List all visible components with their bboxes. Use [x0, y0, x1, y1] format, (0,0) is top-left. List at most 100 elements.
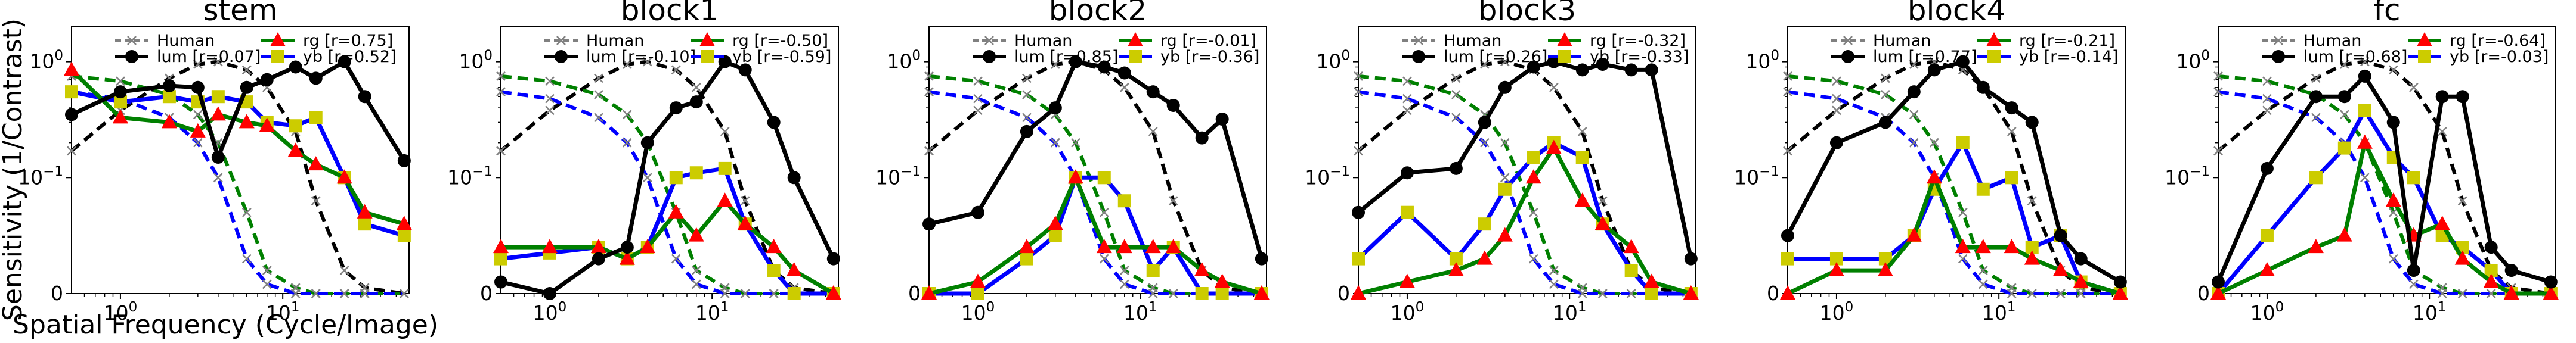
human-lum-point: [1597, 196, 1608, 206]
human-lum-point: [2311, 73, 2321, 83]
yb-data-point: [1781, 252, 1794, 266]
human-yb-line: [1358, 90, 1691, 295]
human-yb-point: [213, 173, 223, 183]
human-yb-point: [2262, 93, 2272, 104]
rg-data-point: [336, 169, 352, 184]
rg-data-point: [541, 239, 558, 254]
y-tick-label: 100: [29, 48, 63, 73]
rg-data-point: [1525, 169, 1541, 184]
human-lum-point: [924, 146, 934, 156]
human-yb-point: [1978, 279, 1988, 289]
legend-human-marker: [556, 36, 566, 45]
legend-rg-marker: [699, 32, 715, 46]
rg-data-point: [1476, 250, 1493, 265]
legend-yb-marker: [1129, 50, 1142, 63]
human-yb-point: [311, 289, 321, 298]
rg-data-point: [1623, 239, 1639, 254]
legend-rg-marker: [1557, 32, 1572, 46]
lum-data-point: [1547, 55, 1561, 68]
yb-data-point: [1146, 264, 1160, 277]
lum-data-point: [358, 90, 371, 104]
human-yb-point: [360, 289, 370, 298]
lum-data-point: [162, 79, 176, 93]
y-tick-label: 10−1: [1305, 164, 1350, 189]
human-lum-point: [1354, 146, 1363, 156]
rg-data-point: [112, 109, 128, 124]
lum-data-point: [738, 63, 752, 77]
human-lum-point: [740, 196, 750, 206]
legend-lum-marker: [555, 50, 568, 63]
y-tick-label: 0: [480, 282, 493, 305]
rg-data-point: [2454, 250, 2470, 265]
human-rg-point: [1070, 138, 1080, 148]
lum-data-point: [2005, 101, 2018, 115]
lum-data-point: [211, 151, 225, 164]
rg-data-point: [190, 123, 206, 138]
human-rg-point: [2262, 76, 2272, 86]
rg-data-point: [2385, 192, 2401, 207]
rg-data-point: [210, 106, 226, 121]
human-yb-point: [1168, 289, 1178, 298]
yb-data-point: [211, 90, 225, 104]
human-lum-point: [1479, 60, 1490, 69]
rg-data-point: [357, 204, 373, 219]
rg-data-point: [2543, 285, 2559, 300]
yb-data-point: [1645, 287, 1658, 300]
human-yb-point: [2213, 87, 2223, 97]
human-yb-point: [2311, 113, 2321, 123]
human-lum-point: [1148, 126, 1158, 136]
yb-data-point: [1048, 229, 1062, 242]
legend-yb-marker: [1558, 50, 1571, 63]
lum-data-point: [397, 154, 411, 167]
human-yb-point: [2437, 289, 2447, 298]
lum-data-point: [826, 252, 840, 266]
human-lum-point: [1022, 73, 1032, 83]
human-yb-point: [1148, 289, 1158, 298]
legend-human-label: Human: [1444, 32, 1501, 50]
human-lum-point: [973, 105, 983, 116]
rg-data-point: [259, 117, 275, 132]
legend-yb-marker: [701, 50, 714, 63]
human-yb-point: [1577, 289, 1587, 298]
legend-human-label: Human: [1873, 32, 1931, 50]
human-lum-point: [671, 65, 681, 75]
legend-lum-label: lum [r=0.85]: [1014, 48, 1118, 66]
rg-data-point: [2503, 285, 2519, 300]
lum-data-point: [1645, 63, 1658, 77]
human-yb-point: [924, 87, 934, 97]
legend-lum-marker: [2272, 50, 2285, 63]
chart-title: fc: [2373, 0, 2400, 27]
lum-data-point: [2386, 116, 2400, 129]
lum-data-point: [2456, 90, 2469, 104]
human-yb-point: [740, 289, 750, 298]
human-yb-point: [290, 289, 301, 298]
human-yb-line: [1787, 90, 2120, 295]
legend-human-label: Human: [2303, 32, 2361, 50]
rg-data-point: [1574, 192, 1590, 207]
human-lum-point: [2262, 105, 2272, 116]
human-yb-point: [2360, 173, 2370, 183]
y-tick-label: 100: [459, 48, 493, 73]
legend-lum-label: lum [r=-0.10]: [586, 48, 696, 66]
lum-data-point: [2025, 116, 2039, 129]
human-lum-point: [1577, 126, 1587, 136]
rg-data-point: [1096, 239, 1112, 254]
rg-data-point: [2112, 285, 2128, 300]
human-lum-point: [2213, 146, 2223, 156]
human-lum-point: [1451, 73, 1461, 83]
lum-data-point: [494, 275, 507, 289]
human-lum-point: [67, 146, 76, 156]
human-rg-point: [242, 207, 252, 217]
lum-series-line: [1785, 59, 2122, 284]
lum-data-point: [1527, 60, 1540, 74]
legend-lum-marker: [983, 50, 996, 63]
lum-data-point: [1117, 66, 1131, 80]
human-lum-point: [691, 82, 701, 92]
human-rg-point: [2213, 71, 2223, 81]
human-rg-point: [1909, 110, 1919, 120]
lum-data-point: [640, 136, 654, 149]
human-yb-point: [1479, 138, 1490, 148]
lum-data-point: [1596, 57, 1609, 71]
rg-data-point: [308, 156, 324, 171]
